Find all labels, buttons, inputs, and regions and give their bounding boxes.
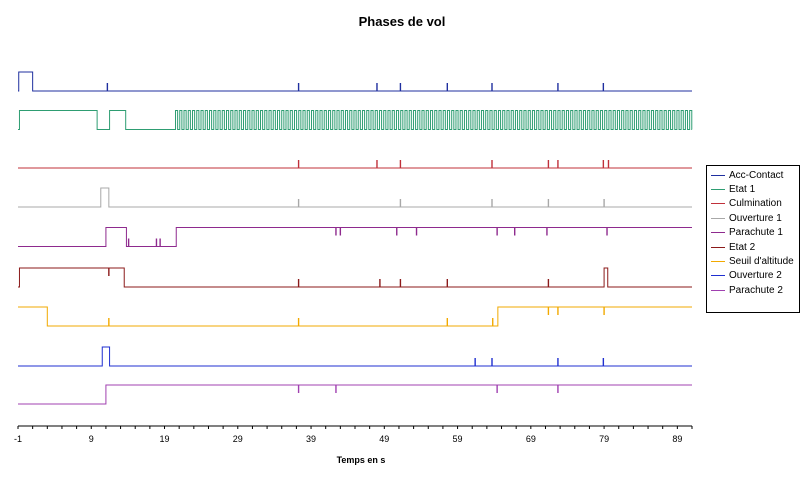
series-line [18, 346, 692, 367]
series-parachute-1 [18, 227, 692, 247]
legend-swatch [711, 261, 725, 263]
series-ouverture-2 [18, 346, 692, 367]
legend-label: Etat 2 [729, 241, 756, 253]
legend-swatch [711, 189, 725, 191]
legend-label: Ouverture 1 [729, 212, 782, 224]
legend-item: Parachute 2 [707, 283, 799, 297]
legend-item: Ouverture 1 [707, 211, 799, 225]
series-etat-1 [18, 110, 693, 130]
series-line [18, 384, 692, 405]
x-tick-label: 29 [233, 434, 243, 444]
legend-label: Parachute 1 [729, 227, 783, 239]
x-tick-label: 69 [526, 434, 536, 444]
legend-swatch [711, 174, 725, 176]
series-line [18, 187, 692, 208]
x-axis: -1 9 19 29 39 49 59 69 79 89 [14, 425, 693, 444]
series-line [18, 227, 692, 247]
legend-swatch [711, 246, 725, 248]
series-line [18, 267, 692, 288]
series-acc-contact [18, 71, 692, 92]
series-culmination [18, 160, 692, 169]
legend-swatch [711, 203, 725, 205]
x-tick-label: 9 [89, 434, 94, 444]
x-tick-label: -1 [14, 434, 22, 444]
x-tick-label: 19 [160, 434, 170, 444]
legend-label: Seuil d'altitude [729, 256, 794, 268]
legend-label: Culmination [729, 198, 782, 210]
legend-item: Culmination [707, 197, 799, 211]
x-tick-label: 39 [306, 434, 316, 444]
x-tick-label: 89 [672, 434, 682, 444]
series-line [18, 306, 692, 327]
legend-label: Etat 1 [729, 184, 756, 196]
series-seuil-d-altitude [18, 306, 692, 327]
legend-item: Seuil d'altitude [707, 254, 799, 268]
chart-title: Phases de vol [358, 14, 446, 29]
legend-item: Etat 1 [707, 182, 799, 196]
series-line [18, 71, 692, 92]
legend-label: Ouverture 2 [729, 270, 782, 282]
legend-item: Parachute 1 [707, 226, 799, 240]
legend-swatch [711, 275, 725, 277]
x-tick-label: 79 [599, 434, 609, 444]
legend: Acc-Contact Etat 1 Culmination Ouverture 1 P… [706, 165, 800, 313]
series-ouverture-1 [18, 187, 692, 208]
x-axis-label: Temps en s [337, 455, 386, 465]
legend-item: Etat 2 [707, 240, 799, 254]
legend-swatch [711, 232, 725, 234]
x-tick-label: 49 [379, 434, 389, 444]
x-tick-label: 59 [453, 434, 463, 444]
legend-item: Ouverture 2 [707, 269, 799, 283]
legend-label: Acc-Contact [729, 169, 784, 181]
series-line [18, 110, 693, 130]
legend-swatch [711, 217, 725, 219]
series-etat-2 [18, 267, 692, 288]
legend-swatch [711, 289, 725, 291]
series-parachute-2 [18, 384, 692, 405]
legend-item: Acc-Contact [707, 168, 799, 182]
legend-label: Parachute 2 [729, 284, 783, 296]
